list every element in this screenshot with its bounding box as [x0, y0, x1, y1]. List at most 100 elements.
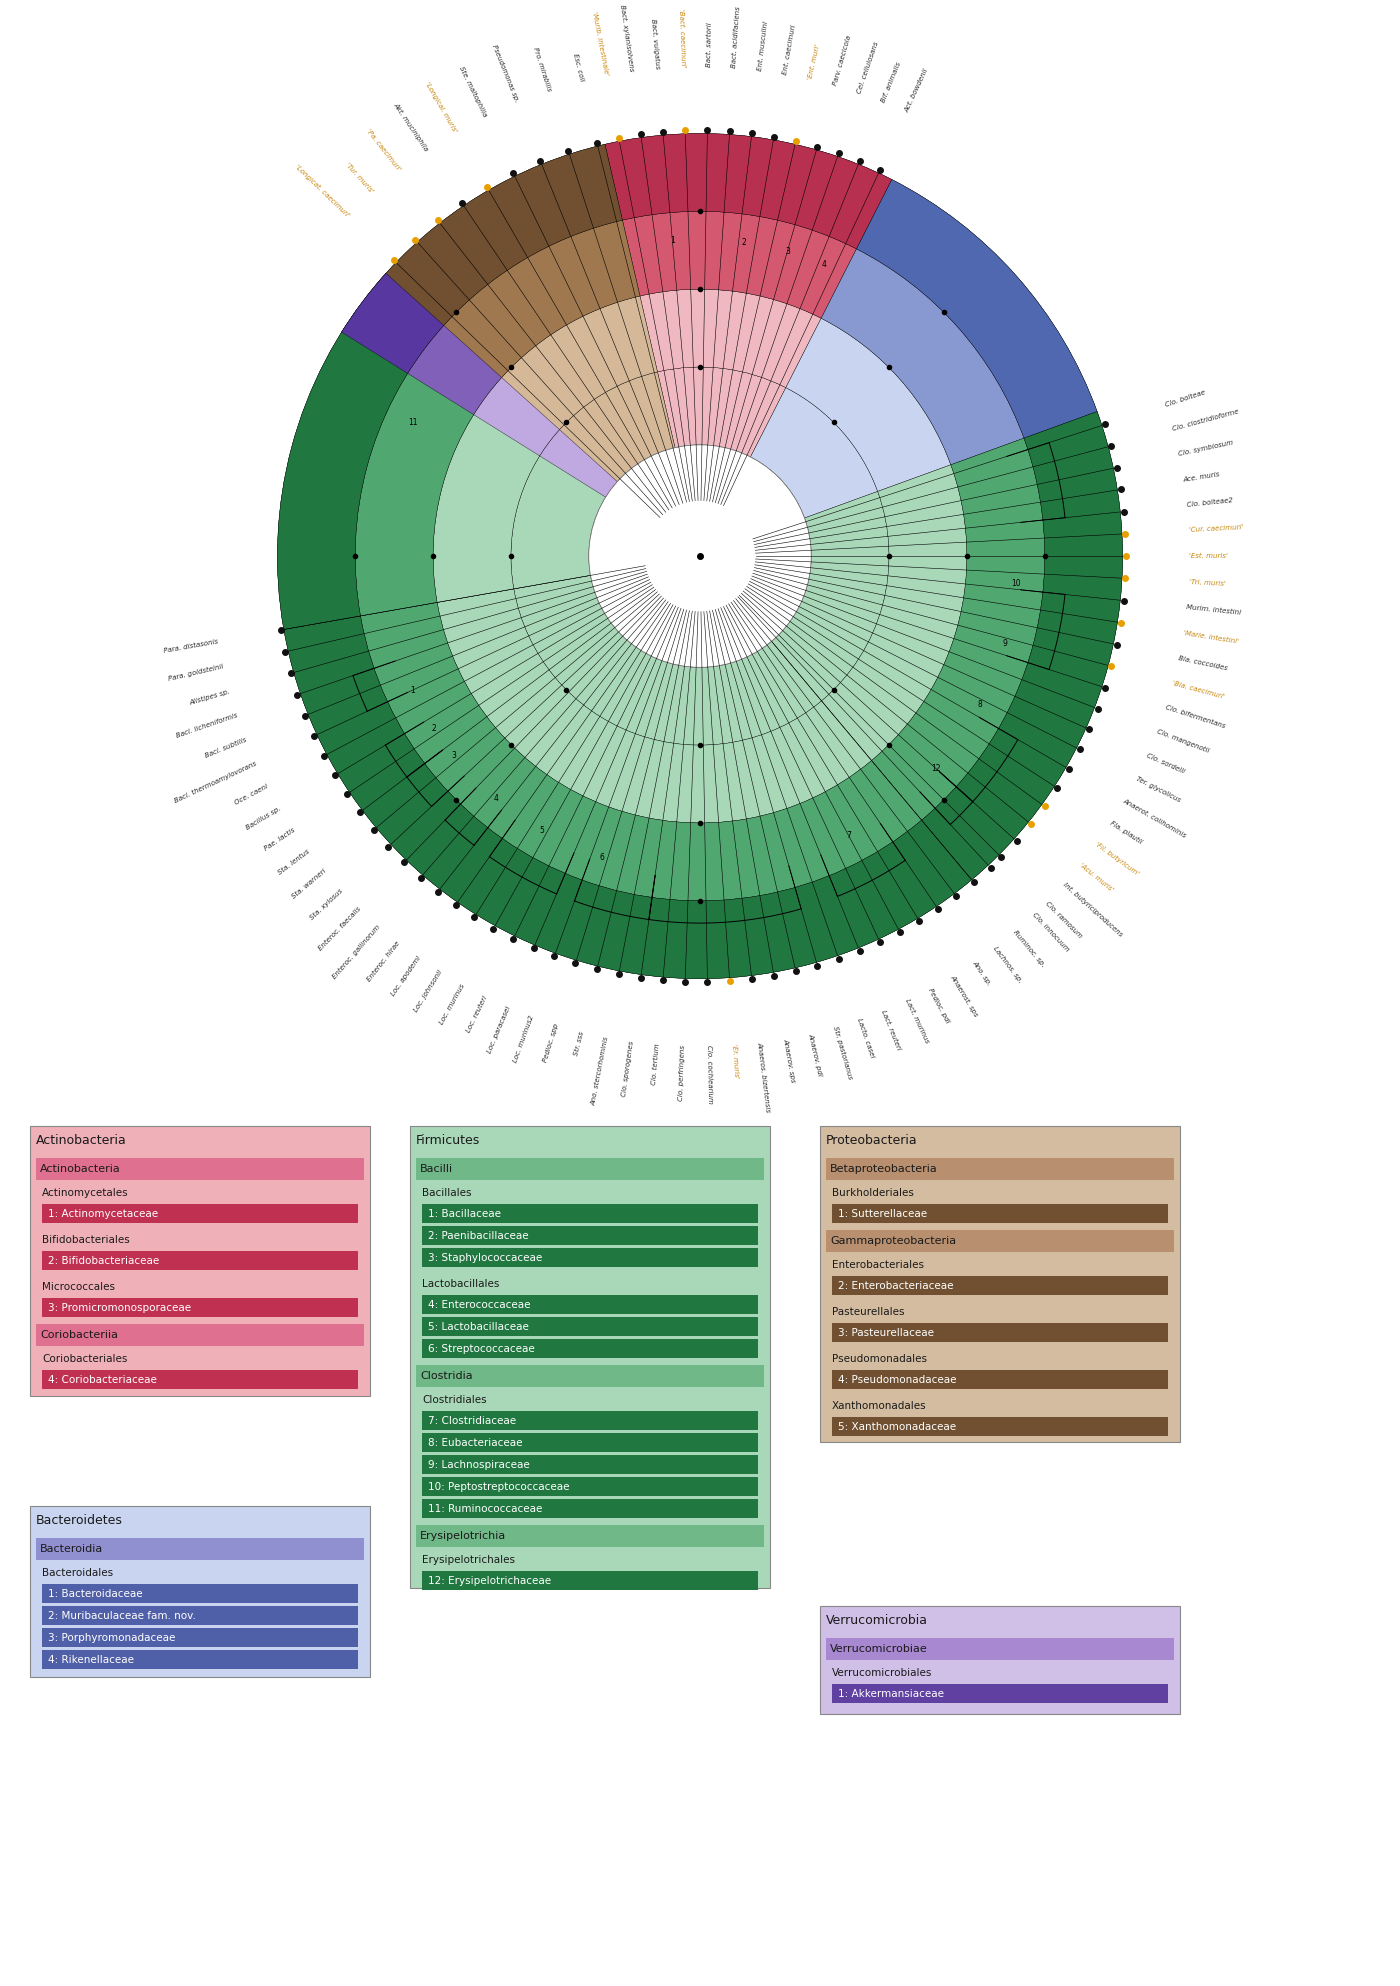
- Text: Ste. maltophilia: Ste. maltophilia: [458, 66, 489, 117]
- Text: Clo. perfringens: Clo. perfringens: [678, 1045, 686, 1100]
- Bar: [826, 1638, 1175, 1660]
- Wedge shape: [771, 491, 889, 701]
- Bar: [36, 1158, 364, 1180]
- Wedge shape: [496, 296, 658, 435]
- Wedge shape: [360, 602, 921, 902]
- Bar: [826, 1158, 1175, 1180]
- Text: Oce. caeni: Oce. caeni: [234, 782, 269, 806]
- Text: Clostridiales: Clostridiales: [421, 1394, 487, 1404]
- Bar: [42, 1585, 358, 1603]
- Wedge shape: [473, 377, 560, 457]
- Wedge shape: [511, 367, 889, 745]
- Text: 5: Lactobacillaceae: 5: Lactobacillaceae: [428, 1321, 529, 1333]
- Bar: [416, 1158, 764, 1180]
- Wedge shape: [511, 435, 615, 590]
- Text: Burkholderiales: Burkholderiales: [832, 1188, 914, 1198]
- Text: Act. bowdenii: Act. bowdenii: [904, 68, 930, 113]
- Bar: [421, 1571, 757, 1591]
- Wedge shape: [433, 385, 556, 602]
- Bar: [820, 1607, 1180, 1714]
- Text: Akt. muciniphila: Akt. muciniphila: [392, 101, 428, 153]
- Text: Loc. reuteri: Loc. reuteri: [465, 995, 489, 1033]
- Text: Actinomycetales: Actinomycetales: [42, 1188, 129, 1198]
- Bar: [42, 1370, 358, 1388]
- Text: 1: 1: [410, 685, 416, 695]
- Bar: [421, 1434, 757, 1452]
- Bar: [421, 1295, 757, 1315]
- Text: Para. goldsteinii: Para. goldsteinii: [168, 663, 224, 681]
- Text: 'Er. muris': 'Er. muris': [731, 1045, 739, 1078]
- Wedge shape: [356, 334, 496, 616]
- Text: Murim. intestini: Murim. intestini: [1186, 604, 1242, 616]
- Bar: [832, 1277, 1168, 1295]
- Bar: [42, 1299, 358, 1317]
- Bar: [421, 1204, 757, 1223]
- Wedge shape: [556, 371, 675, 485]
- Bar: [416, 1525, 764, 1547]
- Text: Lact. murinus: Lact. murinus: [904, 999, 930, 1045]
- Wedge shape: [623, 211, 857, 318]
- Wedge shape: [342, 274, 444, 373]
- Text: 2: Paenibacillaceae: 2: Paenibacillaceae: [428, 1231, 529, 1241]
- Bar: [42, 1251, 358, 1271]
- Text: 1: Bacillaceae: 1: Bacillaceae: [428, 1209, 501, 1219]
- Text: 3: 3: [451, 751, 456, 761]
- Text: 2: Bifidobacteriaceae: 2: Bifidobacteriaceae: [48, 1255, 160, 1265]
- Text: 'Ent. muri': 'Ent. muri': [808, 44, 822, 79]
- Wedge shape: [872, 439, 1044, 820]
- Bar: [421, 1499, 757, 1517]
- Text: Bla. coccoides: Bla. coccoides: [1177, 655, 1228, 671]
- Wedge shape: [822, 248, 1023, 465]
- Text: 5: Xanthomonadaceae: 5: Xanthomonadaceae: [839, 1422, 956, 1432]
- Text: Pedioc. pdi: Pedioc. pdi: [927, 987, 951, 1023]
- Text: Loc. paracasei: Loc. paracasei: [486, 1005, 511, 1055]
- Text: Bact. xylanisolvens: Bact. xylanisolvens: [619, 4, 636, 71]
- Text: Bact. vulgatus: Bact. vulgatus: [650, 18, 661, 70]
- Text: Clo. tertium: Clo. tertium: [651, 1043, 661, 1084]
- Text: Loc. apodemi: Loc. apodemi: [389, 955, 421, 997]
- Text: Ter. glycolicus: Ter. glycolicus: [1134, 777, 1182, 802]
- Wedge shape: [822, 248, 1023, 465]
- Wedge shape: [872, 439, 1044, 820]
- Wedge shape: [640, 290, 822, 387]
- Text: Bacilli: Bacilli: [420, 1164, 454, 1174]
- Wedge shape: [277, 284, 435, 630]
- Text: 1: Bacteroidaceae: 1: Bacteroidaceae: [48, 1589, 143, 1599]
- Wedge shape: [921, 411, 1123, 880]
- Wedge shape: [377, 145, 623, 334]
- Text: Bacillus sp.: Bacillus sp.: [245, 806, 281, 830]
- Text: 6: 6: [599, 854, 605, 862]
- Wedge shape: [640, 290, 822, 387]
- Text: Clo. bolteae2: Clo. bolteae2: [1186, 496, 1233, 508]
- Text: 3: Promicromonosporaceae: 3: Promicromonosporaceae: [48, 1303, 192, 1313]
- Wedge shape: [496, 296, 658, 435]
- Wedge shape: [433, 290, 967, 822]
- Text: Str. sss: Str. sss: [573, 1031, 585, 1057]
- Wedge shape: [623, 211, 857, 318]
- Text: 10: Peptostreptococcaceae: 10: Peptostreptococcaceae: [428, 1482, 570, 1491]
- Text: 10: 10: [1011, 580, 1021, 588]
- Wedge shape: [750, 387, 878, 518]
- Text: 5: 5: [539, 826, 545, 834]
- Text: Betaproteobacteria: Betaproteobacteria: [830, 1164, 938, 1174]
- Text: Loc. murinus: Loc. murinus: [438, 983, 465, 1025]
- Text: 8: Eubacteriaceae: 8: Eubacteriaceae: [428, 1438, 522, 1448]
- Wedge shape: [857, 179, 1098, 439]
- Text: Erysipelotrichia: Erysipelotrichia: [420, 1531, 507, 1541]
- Wedge shape: [539, 429, 617, 496]
- Wedge shape: [360, 602, 921, 902]
- Text: Pseudomonadales: Pseudomonadales: [832, 1354, 927, 1364]
- Text: 3: Porphyromonadaceae: 3: Porphyromonadaceae: [48, 1632, 175, 1642]
- Text: Clo. sporogenes: Clo. sporogenes: [622, 1041, 634, 1096]
- Text: 'Longical. muris': 'Longical. muris': [424, 81, 458, 133]
- Text: 4: Enterococcaceae: 4: Enterococcaceae: [428, 1299, 531, 1309]
- Text: Bacteroidia: Bacteroidia: [41, 1543, 104, 1555]
- Wedge shape: [435, 220, 640, 385]
- Text: Sta. xylosus: Sta. xylosus: [309, 888, 344, 922]
- Text: Anaerov. pdi: Anaerov. pdi: [808, 1033, 823, 1076]
- Bar: [421, 1247, 757, 1267]
- Text: Fla. plautii: Fla. plautii: [1109, 820, 1142, 846]
- Text: Lachnos. sp.: Lachnos. sp.: [993, 945, 1023, 983]
- Text: 4: 4: [494, 794, 498, 804]
- Bar: [42, 1204, 358, 1223]
